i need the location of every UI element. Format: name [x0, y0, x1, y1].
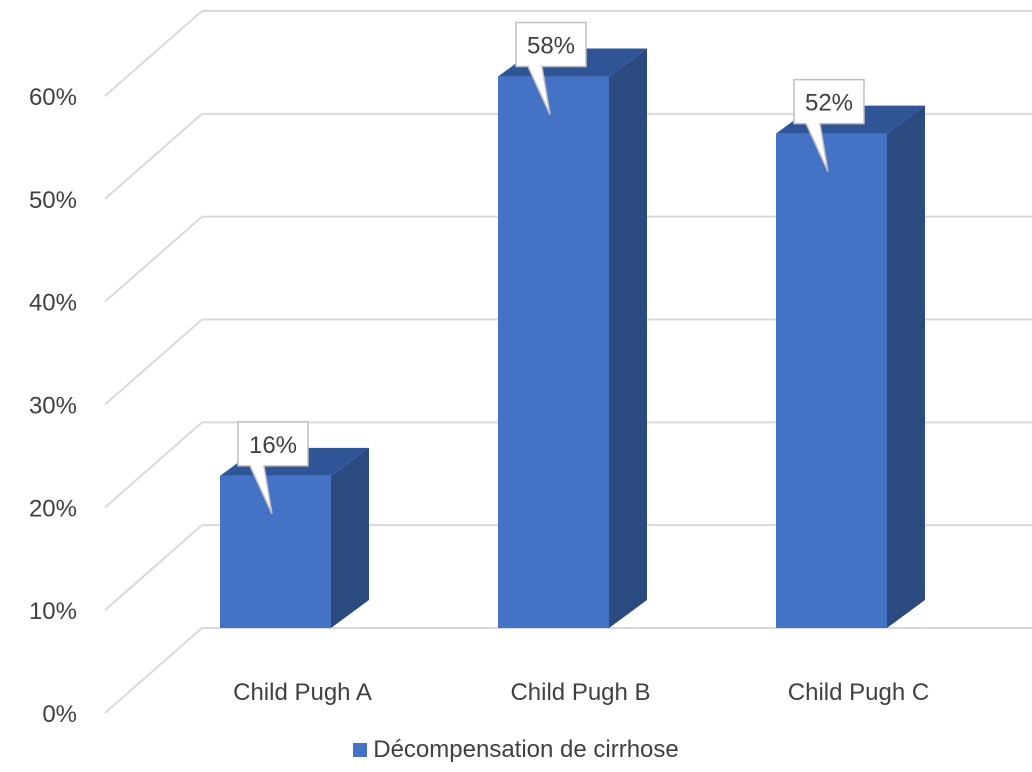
data-label: 58%	[515, 21, 587, 115]
y-tick-label: 30%	[29, 393, 77, 420]
gridline-diagonal	[104, 10, 203, 97]
gridline-diagonal	[104, 421, 203, 509]
y-tick-label: 10%	[29, 598, 77, 625]
bar	[776, 133, 887, 628]
data-label: 16%	[237, 421, 309, 515]
y-tick-label: 40%	[29, 290, 77, 317]
legend: Décompensation de cirrhose	[0, 736, 1032, 764]
y-tick-label: 20%	[29, 495, 77, 522]
x-tick-label: Child Pugh B	[510, 679, 650, 706]
svg-text:16%: 16%	[249, 432, 297, 459]
svg-text:52%: 52%	[805, 90, 853, 117]
gridline-diagonal	[104, 627, 203, 714]
y-axis-tick-labels: 0% 10% 20% 30% 40% 50% 60%	[29, 84, 77, 728]
bar	[498, 76, 609, 628]
x-tick-label: Child Pugh A	[233, 679, 372, 706]
legend-label: Décompensation de cirrhose	[373, 736, 679, 763]
gridline-diagonal	[104, 113, 203, 200]
bar-side	[609, 48, 647, 628]
gridline-diagonal	[104, 215, 203, 303]
bars	[220, 48, 925, 628]
bar-side	[331, 447, 369, 628]
x-tick-label: Child Pugh C	[788, 679, 929, 706]
svg-text:58%: 58%	[527, 33, 575, 60]
bar-side	[887, 105, 925, 628]
y-tick-label: 60%	[29, 84, 77, 111]
bar-chart: 0% 10% 20% 30% 40% 50% 60% 16% 58% 52% Child Pug…	[29, 10, 1032, 728]
x-axis-tick-labels: Child Pugh A Child Pugh B Child Pugh C	[233, 679, 929, 706]
legend-swatch	[353, 743, 368, 757]
data-labels: 16% 58% 52%	[237, 21, 865, 515]
data-label: 52%	[793, 78, 865, 172]
gridline-diagonal	[104, 524, 203, 611]
y-tick-label: 50%	[29, 187, 77, 214]
y-tick-label: 0%	[42, 701, 77, 728]
gridline-diagonal	[104, 318, 203, 406]
bar	[220, 475, 331, 628]
